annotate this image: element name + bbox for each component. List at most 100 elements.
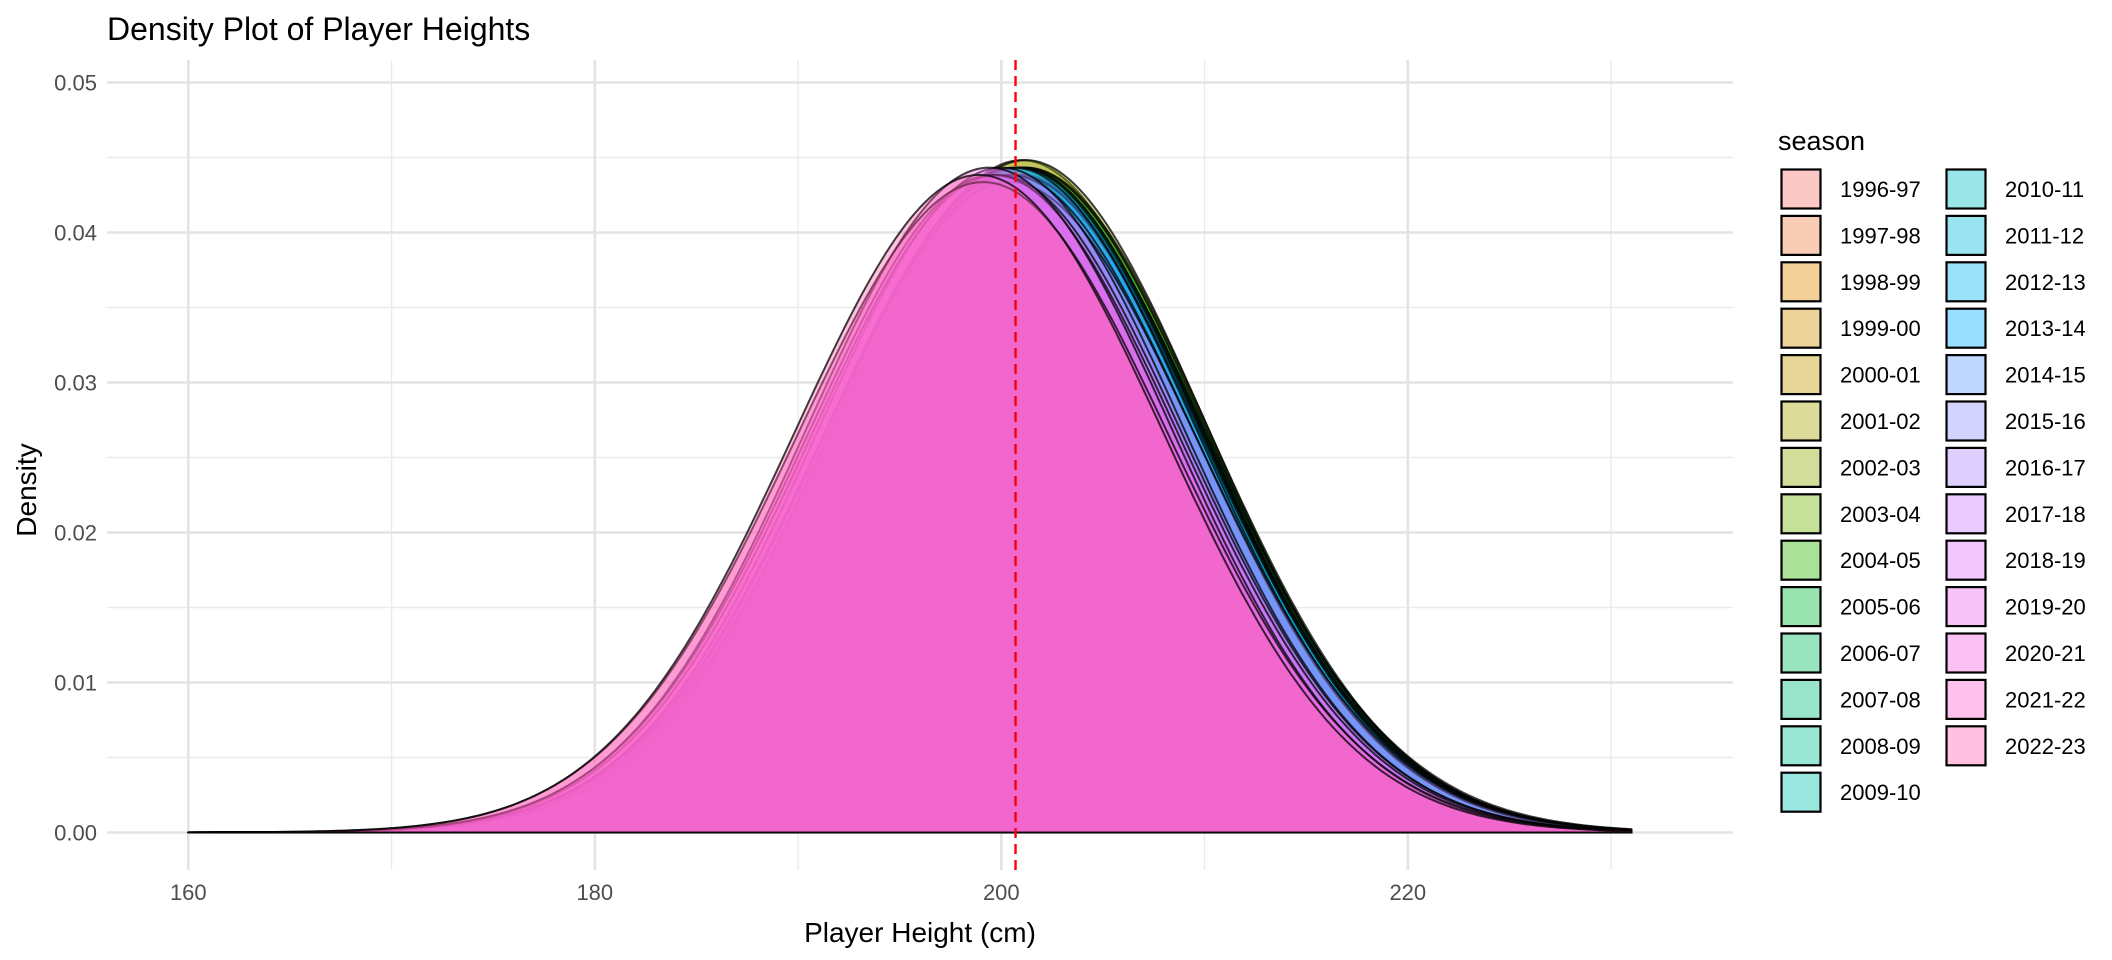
legend-swatch — [1780, 446, 1822, 488]
legend-item: 2015-16 — [1945, 400, 2086, 442]
legend-label: 2012-13 — [2005, 270, 2086, 295]
legend-key-bg — [1945, 168, 1987, 210]
legend-swatch — [1945, 214, 1987, 256]
legend-swatch — [1945, 400, 1987, 442]
legend-swatch — [1945, 678, 1987, 721]
legend-label: 2011-12 — [2005, 223, 2084, 248]
legend-key-bg — [1945, 214, 1987, 257]
legend-item: 2011-12 — [1945, 214, 2084, 257]
legend-label: 2021-22 — [2005, 687, 2086, 712]
legend-key-bg — [1945, 492, 1987, 535]
legend-item: 2020-21 — [1945, 632, 2086, 674]
legend-key-bg — [1780, 724, 1822, 767]
legend-key-bg — [1945, 307, 1987, 350]
legend-item: 2013-14 — [1945, 307, 2086, 350]
legend-label: 1996-97 — [1840, 177, 1921, 202]
legend-swatch — [1780, 678, 1822, 721]
legend-label: 2016-17 — [2005, 455, 2086, 480]
legend-label: 2005-06 — [1840, 595, 1921, 620]
legend-item: 2008-09 — [1780, 724, 1921, 767]
legend-label: 2002-03 — [1840, 455, 1921, 480]
legend-label: 2006-07 — [1840, 641, 1921, 666]
legend-swatch — [1780, 539, 1822, 581]
legend-swatch — [1780, 585, 1822, 628]
legend-key-bg — [1780, 678, 1822, 721]
legend-label: 2004-05 — [1840, 548, 1921, 573]
legend-label: 2010-11 — [2005, 177, 2084, 202]
legend-item: 2016-17 — [1945, 446, 2086, 489]
legend-swatch — [1780, 261, 1822, 303]
legend-swatch — [1780, 771, 1822, 813]
legend-item: 2002-03 — [1780, 446, 1921, 489]
y-tick-label: 0.01 — [54, 671, 97, 696]
legend-swatch — [1945, 168, 1987, 210]
legend-swatch — [1780, 400, 1822, 442]
legend-item: 2021-22 — [1945, 678, 2086, 721]
legend: season 1996-97 1997-98 1998-99 1999-00 2000-… — [1778, 126, 2086, 814]
legend-swatch — [1780, 168, 1822, 210]
legend-item: 1998-99 — [1780, 260, 1921, 303]
density-2022-23 — [187, 173, 1633, 834]
y-tick-label: 0.02 — [54, 521, 97, 546]
legend-swatch — [1945, 585, 1987, 628]
legend-key-bg — [1945, 539, 1987, 582]
y-tick-label: 0.00 — [54, 821, 97, 846]
legend-label: 1999-00 — [1840, 316, 1921, 341]
legend-swatch — [1945, 354, 1987, 396]
legend-swatch — [1780, 725, 1822, 767]
x-tick-label: 220 — [1389, 880, 1426, 905]
legend-item: 2003-04 — [1780, 492, 1921, 535]
y-tick-label: 0.03 — [54, 371, 97, 396]
legend-swatch — [1945, 261, 1987, 303]
legend-key-bg — [1945, 724, 1987, 767]
y-axis-title: Density — [11, 443, 42, 536]
x-tick-label: 160 — [170, 880, 207, 905]
legend-swatch — [1945, 307, 1987, 349]
legend-label: 2001-02 — [1840, 409, 1921, 434]
legend-label: 2000-01 — [1840, 363, 1921, 388]
legend-key-bg — [1945, 585, 1987, 628]
legend-swatch — [1780, 493, 1822, 535]
legend-label: 2009-10 — [1840, 780, 1921, 805]
y-tick-label: 0.04 — [54, 221, 97, 246]
legend-item: 2014-15 — [1945, 353, 2086, 396]
legend-item: 1996-97 — [1780, 168, 1921, 210]
legend-swatch — [1945, 725, 1987, 767]
legend-key-bg — [1780, 400, 1822, 442]
legend-swatch — [1945, 446, 1987, 488]
legend-label: 2013-14 — [2005, 316, 2086, 341]
legend-title: season — [1778, 126, 1865, 156]
legend-label: 2022-23 — [2005, 734, 2086, 759]
legend-key-bg — [1945, 678, 1987, 721]
x-tick-label: 180 — [576, 880, 613, 905]
legend-item: 1999-00 — [1780, 307, 1921, 350]
legend-label: 2008-09 — [1840, 734, 1921, 759]
y-tick-label: 0.05 — [54, 71, 97, 96]
legend-item: 2012-13 — [1945, 260, 2086, 303]
legend-item: 1997-98 — [1780, 214, 1921, 257]
legend-item: 2005-06 — [1780, 585, 1921, 628]
legend-key-bg — [1945, 353, 1987, 396]
legend-item: 2001-02 — [1780, 400, 1921, 442]
y-tick-labels: 0.00 0.01 0.02 0.03 0.04 0.05 — [54, 71, 97, 846]
legend-item: 2022-23 — [1945, 724, 2086, 767]
legend-key-bg — [1780, 771, 1822, 814]
legend-swatch — [1780, 354, 1822, 396]
legend-label: 2014-15 — [2005, 363, 2086, 388]
legend-key-bg — [1780, 214, 1822, 257]
legend-key-bg — [1780, 492, 1822, 535]
legend-item: 2009-10 — [1780, 771, 1921, 814]
legend-item: 2006-07 — [1780, 632, 1921, 674]
x-tick-label: 200 — [983, 880, 1020, 905]
density-curves — [187, 159, 1633, 834]
legend-label: 1998-99 — [1840, 270, 1921, 295]
legend-label: 2003-04 — [1840, 502, 1921, 527]
legend-label: 2020-21 — [2005, 641, 2086, 666]
legend-label: 2018-19 — [2005, 548, 2086, 573]
legend-key-bg — [1945, 446, 1987, 489]
legend-item: 2017-18 — [1945, 492, 2086, 535]
legend-swatch — [1945, 493, 1987, 535]
legend-key-bg — [1780, 539, 1822, 582]
x-axis-title: Player Height (cm) — [804, 917, 1036, 948]
